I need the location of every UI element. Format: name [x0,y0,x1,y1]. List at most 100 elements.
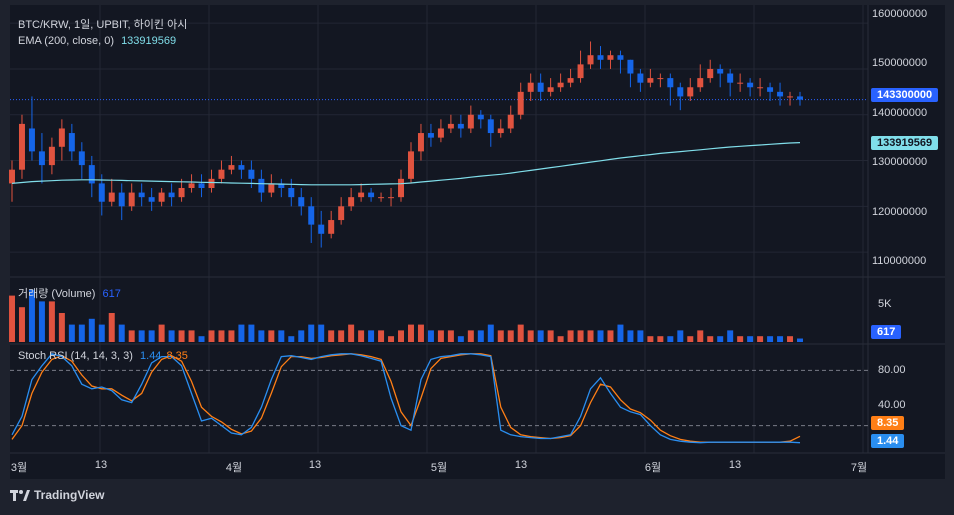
candle-body [727,73,734,83]
candle-body [587,55,594,65]
volume-bar [58,313,65,342]
volume-bar [358,330,365,342]
stoch-tick: 80.00 [878,364,906,376]
ema-legend[interactable]: EMA (200, close, 0) 133919569 [18,35,176,47]
candle-body [437,128,444,138]
volume-bar [477,330,484,342]
volume-bar [707,336,714,342]
candle-body [398,178,405,198]
candle-body [697,78,704,88]
volume-bar [168,330,175,342]
volume-bar [188,330,195,342]
stoch-legend-label: Stoch RSI (14, 14, 3, 3) [18,350,133,362]
candle-body [148,197,155,202]
volume-bar [607,330,614,342]
candle-body [188,183,195,188]
tradingview-icon [10,489,30,501]
volume-bar [787,336,794,342]
candle-body [427,133,434,138]
stoch-d-tag: 8.35 [871,416,905,430]
candle-body [338,206,345,221]
volume-bar [308,324,315,342]
candle-body [348,197,355,207]
candle-body [757,87,764,89]
stoch-legend-d: 8.35 [166,350,188,362]
candle-body [258,178,265,193]
candle-body [118,192,125,207]
volume-bar [627,330,634,342]
volume-bar [587,330,594,342]
candle-body [517,91,524,115]
volume-bar [278,330,285,342]
candle-body [527,82,534,92]
stoch-legend[interactable]: Stoch RSI (14, 14, 3, 3) 1.44 8.35 [18,350,188,362]
volume-bar [18,307,25,342]
price-tick: 130000000 [872,156,928,168]
candle-body [58,128,65,147]
candle-body [797,96,803,100]
volume-bar [138,330,145,342]
candle-body [138,192,145,198]
symbol-legend[interactable]: BTC/KRW, 1일, UPBIT, 하이킨 아시 [18,19,188,31]
candle-body [298,197,305,207]
candle-body [308,206,315,225]
candle-body [647,78,654,83]
candle-body [9,169,15,184]
price-tick: 160000000 [872,8,928,20]
candle-body [667,78,674,88]
price-last-tag: 143300000 [871,88,939,102]
candle-body [717,68,724,74]
volume-last-tag: 617 [871,325,902,339]
volume-bar [667,336,674,342]
candle-body [567,78,574,83]
volume-bar [228,330,235,342]
volume-bar [747,336,754,342]
volume-bar [797,338,803,342]
candle-body [78,151,85,166]
volume-bar [158,324,165,342]
volume-bar [727,330,734,342]
volume-bar [48,301,55,342]
candle-body [198,183,205,188]
candle-body [767,87,774,92]
volume-bar [617,324,624,342]
stoch-legend-k: 1.44 [140,350,162,362]
volume-bar [517,324,524,342]
volume-bar [198,336,205,342]
volume-bar [388,336,395,342]
candle-body [747,82,754,88]
volume-bar [537,330,544,342]
volume-bar [258,330,265,342]
volume-bar [467,330,474,342]
candle-body [777,91,784,97]
volume-bar [328,330,335,342]
ema-legend-label: EMA (200, close, 0) [18,35,114,47]
brand-text: TradingView [34,488,105,502]
candle-body [268,183,275,193]
candle-body [477,114,484,120]
volume-legend-label: 거래량 (Volume) [18,288,96,300]
candle-body [388,197,395,199]
candle-body [168,192,175,198]
volume-bar [457,336,464,342]
chart-plot-area[interactable] [10,5,945,479]
volume-bar [767,336,774,342]
volume-legend[interactable]: 거래량 (Volume) 617 [18,285,121,301]
candle-body [407,151,414,179]
candle-body [178,188,185,198]
volume-bar [238,324,245,342]
volume-bar [68,324,75,342]
volume-bar [288,336,295,342]
x-tick: 4월 [225,462,243,474]
volume-bar [348,324,355,342]
candle-body [637,73,644,83]
candle-body [597,55,604,60]
tradingview-logo[interactable]: TradingView [10,488,104,502]
ema-legend-value: 133919569 [121,35,177,47]
candle-body [128,192,135,207]
volume-bar [338,330,345,342]
candle-body [657,78,664,80]
volume-bar [597,330,604,342]
candle-body [278,183,285,188]
